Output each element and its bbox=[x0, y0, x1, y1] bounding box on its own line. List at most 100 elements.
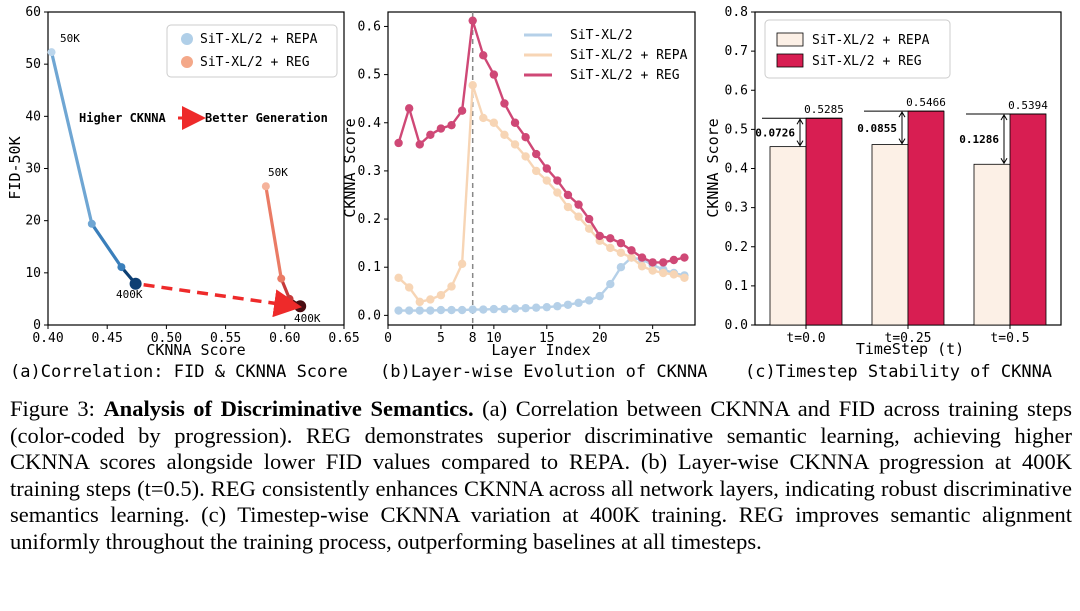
diff-arrow-bottom-0 bbox=[796, 140, 804, 147]
panel-c-ticks: 0.0 0.1 0.2 0.3 0.4 0.5 0.6 0.7 0.8 t=0.0 t=0.25 t=… bbox=[725, 5, 1030, 346]
series-0-point-8 bbox=[479, 305, 488, 314]
y-tick-label-2: 0.2 bbox=[725, 240, 748, 255]
series-1-point-27 bbox=[680, 273, 689, 283]
series-2-point-20 bbox=[606, 234, 615, 243]
series-2-point-23 bbox=[637, 253, 647, 262]
series-2-point-5 bbox=[447, 120, 456, 130]
series-1-point-6 bbox=[457, 259, 467, 269]
panel-b: 0 5 8 10 15 20 25 0.0 0.1 0.2 0.3 0.4 0.5 0.6 Layer I… bbox=[341, 11, 708, 382]
series-2-point-22 bbox=[627, 246, 636, 255]
series-0-point-20 bbox=[606, 279, 615, 289]
series-0-point-6 bbox=[457, 305, 467, 315]
y-tick-label-5: 0.5 bbox=[725, 122, 748, 137]
figure-caption: Figure 3: Analysis of Discriminative Sem… bbox=[10, 396, 1072, 555]
dashed-arrow-400k bbox=[143, 283, 303, 318]
panel-c-ylabel: CKNNA Score bbox=[704, 118, 722, 217]
series-0-line bbox=[398, 256, 685, 312]
panel-b-frame bbox=[387, 11, 696, 326]
series-1-point-2 bbox=[415, 297, 424, 307]
series-1-point-2 bbox=[285, 294, 294, 303]
series-1-point-7 bbox=[468, 80, 477, 90]
y-tick-label-0: 0.0 bbox=[358, 308, 381, 323]
x-tick-label-6: 25 bbox=[645, 331, 661, 346]
series-0-point-19 bbox=[595, 291, 604, 301]
series-1-point-26 bbox=[669, 270, 679, 279]
series-1-point-22 bbox=[627, 253, 636, 262]
series-2-point-25 bbox=[659, 258, 668, 267]
series-1-point-21 bbox=[616, 248, 626, 257]
x-tick-label-2: t=0.5 bbox=[990, 331, 1029, 346]
legend-label-reg-c: SiT-XL/2 + REG bbox=[812, 54, 922, 69]
series-0-point-13 bbox=[532, 303, 541, 312]
series-2-point-3 bbox=[426, 130, 435, 139]
series-0-point-5 bbox=[447, 305, 456, 315]
series-0-point-2 bbox=[415, 306, 424, 315]
panel-b-ylabel: CKNNA Score bbox=[341, 118, 359, 217]
series-1-point-5 bbox=[447, 282, 456, 291]
series-2-point-21 bbox=[616, 238, 626, 248]
series-2-point-8 bbox=[479, 51, 488, 60]
annotation-higher-cknna: Higher CKNNA bbox=[79, 111, 166, 125]
y-tick-label-4: 40 bbox=[25, 109, 41, 124]
x-tick-label-4: 0.60 bbox=[269, 331, 300, 346]
diff-arrow-bottom-2 bbox=[1000, 158, 1008, 165]
panel-c-legend: SiT-XL/2 + REPA SiT-XL/2 + REG bbox=[764, 19, 951, 79]
y-tick-label-1: 10 bbox=[25, 266, 41, 281]
panel-c-bars: 0.0726 0.5285 0.0855 0.5466 0.1286 0.5394 bbox=[755, 96, 1048, 326]
series-1-point-12 bbox=[521, 152, 530, 161]
legend-label-repa: SiT-XL/2 + REPA bbox=[200, 32, 318, 47]
annotation-better-generation: Better Generation bbox=[205, 111, 328, 125]
panel-a-series bbox=[47, 48, 307, 318]
panel-a-ylabel: FID-50K bbox=[6, 136, 24, 199]
bar-reg-label-1: 0.5466 bbox=[906, 96, 946, 109]
panel-c-xlabel: TimeStep (t) bbox=[856, 340, 964, 358]
series-2-point-0 bbox=[394, 138, 403, 148]
series-2-point-6 bbox=[457, 106, 467, 115]
x-tick-label-1: 5 bbox=[437, 331, 445, 346]
diff-arrow-top-1 bbox=[898, 111, 906, 118]
label-repa-50k: 50K bbox=[60, 32, 80, 45]
panel-b-caption: (b)Layer-wise Evolution of CKNNA bbox=[380, 362, 708, 382]
series-0-point-18 bbox=[584, 296, 594, 305]
y-tick-label-8: 0.8 bbox=[725, 5, 748, 20]
x-tick-label-5: 20 bbox=[592, 331, 608, 346]
series-2-point-2 bbox=[415, 140, 424, 149]
label-reg-50k: 50K bbox=[268, 166, 288, 179]
series-0-point-9 bbox=[489, 304, 499, 314]
y-tick-label-5: 50 bbox=[25, 57, 41, 72]
panel-b-series bbox=[394, 16, 689, 315]
series-1-point-9 bbox=[489, 118, 499, 127]
y-tick-label-6: 0.6 bbox=[725, 83, 748, 98]
panel-b-ticks: 0 5 8 10 15 20 25 0.0 0.1 0.2 0.3 0.4 0.5 0.6 bbox=[358, 12, 661, 346]
series-0-point-2 bbox=[117, 263, 126, 272]
y-tick-label-4: 0.4 bbox=[725, 162, 749, 177]
legend-frame-c bbox=[764, 19, 951, 79]
panel-b-legend: SiT-XL/2 SiT-XL/2 + REPA SiT-XL/2 + REG bbox=[524, 28, 688, 83]
series-1-point-10 bbox=[500, 130, 509, 139]
series-1-point-3 bbox=[294, 300, 307, 313]
caption-prefix: Figure 3: bbox=[10, 396, 104, 421]
y-tick-label-3: 0.3 bbox=[358, 164, 381, 179]
series-2-point-15 bbox=[553, 176, 562, 185]
series-0-point-14 bbox=[542, 302, 551, 312]
legend-swatch-reg-c bbox=[776, 53, 804, 68]
panel-c: 0.0 0.1 0.2 0.3 0.4 0.5 0.6 0.7 0.8 t=0.0 t=0.25 t=… bbox=[704, 5, 1062, 382]
x-tick-label-1: t=0.25 bbox=[885, 331, 932, 346]
x-tick-label-3: 10 bbox=[486, 331, 502, 346]
y-tick-label-0: 0 bbox=[33, 318, 41, 333]
panel-b-xlabel: Layer Index bbox=[491, 341, 590, 359]
series-0-point-3 bbox=[426, 306, 435, 315]
bar-reg-2 bbox=[1009, 113, 1047, 326]
bar-reg-label-2: 0.5394 bbox=[1008, 99, 1048, 112]
y-tick-label-5: 0.5 bbox=[358, 68, 381, 83]
panel-c-caption: (c)Timestep Stability of CKNNA bbox=[745, 362, 1052, 382]
y-tick-label-6: 60 bbox=[25, 5, 41, 20]
x-tick-label-5: 0.65 bbox=[328, 331, 359, 346]
diff-arrow-top-2 bbox=[1000, 113, 1008, 121]
series-2-point-9 bbox=[489, 70, 499, 79]
series-0-point-1 bbox=[404, 306, 414, 315]
y-tick-label-2: 20 bbox=[25, 214, 41, 229]
bar-repa-0 bbox=[769, 146, 807, 326]
series-0-segment-0 bbox=[49, 50, 94, 226]
